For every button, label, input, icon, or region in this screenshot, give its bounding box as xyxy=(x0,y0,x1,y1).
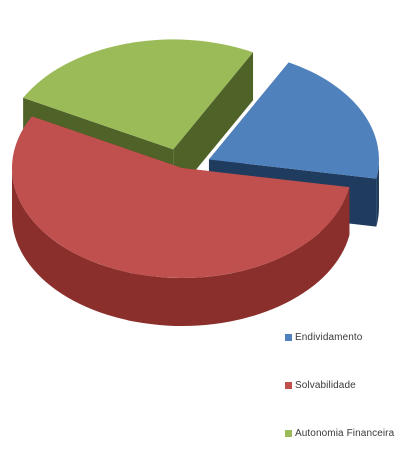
pie-side-solvabilidade xyxy=(12,168,350,327)
legend-label: Endividamento xyxy=(295,331,363,343)
pie-chart xyxy=(11,39,379,327)
legend-item-endividamento: Endividamento xyxy=(285,330,402,344)
pie-slice-autonomia-financeira xyxy=(23,39,254,150)
pie-side-endividamento xyxy=(376,159,379,227)
pie-slice-endividamento xyxy=(208,62,379,179)
legend-swatch xyxy=(285,381,292,389)
legend-label: Autonomia Financeira xyxy=(295,427,395,439)
pie-slice-solvabilidade xyxy=(11,116,350,279)
legend-swatch xyxy=(285,429,292,437)
pie-tops xyxy=(11,39,379,279)
legend-item-autonomia-financeira: Autonomia Financeira xyxy=(285,426,402,440)
legend-item-solvabilidade: Solvabilidade xyxy=(285,378,402,392)
legend-swatch xyxy=(285,333,292,341)
legend-label: Solvabilidade xyxy=(295,379,356,391)
legend: Endividamento Solvabilidade Autonomia Fi… xyxy=(285,330,402,474)
pie-wall-autonomia-financeira-1 xyxy=(173,52,254,198)
